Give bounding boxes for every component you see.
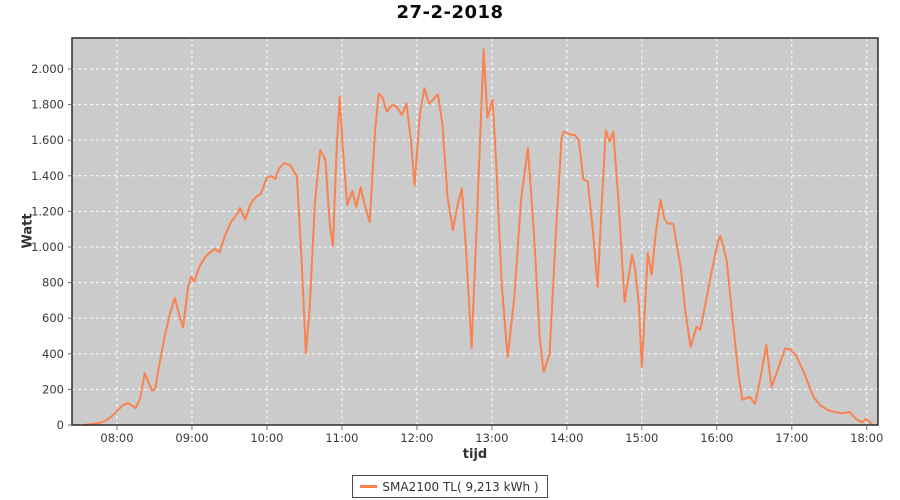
- y-tick-label: 200: [42, 382, 64, 396]
- x-tick-label: 11:00: [325, 431, 358, 445]
- tick-marks: [68, 68, 868, 430]
- y-tick-label: 1.200: [31, 204, 64, 218]
- y-tick-label: 2.000: [31, 62, 64, 76]
- legend-line-swatch-icon: [360, 485, 378, 488]
- y-tick-label: 1.400: [31, 169, 64, 183]
- x-tick-label: 18:00: [850, 431, 883, 445]
- y-tick-label: 600: [42, 311, 64, 325]
- x-tick-label: 17:00: [775, 431, 808, 445]
- x-tick-label: 16:00: [700, 431, 733, 445]
- y-tick-label: 0: [57, 418, 64, 432]
- y-axis-title: Watt: [20, 213, 36, 249]
- x-tick-label: 09:00: [175, 431, 208, 445]
- x-tick-label: 13:00: [475, 431, 508, 445]
- y-tick-label: 1.600: [31, 133, 64, 147]
- plot-background: [72, 38, 878, 425]
- chart-title: 27-2-2018: [396, 2, 504, 23]
- tick-labels: 0 200 400 600 800 1.000 1.200 1.400 1.600 1.800 2.…: [31, 62, 883, 445]
- x-tick-label: 15:00: [625, 431, 658, 445]
- x-tick-label: 12:00: [400, 431, 433, 445]
- series-line: [83, 48, 873, 426]
- y-tick-label: 800: [42, 276, 64, 290]
- y-tick-label: 1.000: [31, 240, 64, 254]
- legend-box: SMA2100 TL( 9,213 kWh ): [352, 475, 548, 498]
- legend-label: SMA2100 TL( 9,213 kWh ): [382, 479, 539, 494]
- plot-border: [71, 37, 879, 426]
- x-tick-label: 10:00: [250, 431, 283, 445]
- legend: SMA2100 TL( 9,213 kWh ): [0, 475, 900, 498]
- x-tick-label: 14:00: [550, 431, 583, 445]
- gridlines: [72, 38, 878, 425]
- x-tick-label: 08:00: [100, 431, 133, 445]
- y-tick-label: 1.800: [31, 98, 64, 112]
- y-tick-label: 400: [42, 347, 64, 361]
- x-axis-title: tijd: [462, 447, 488, 462]
